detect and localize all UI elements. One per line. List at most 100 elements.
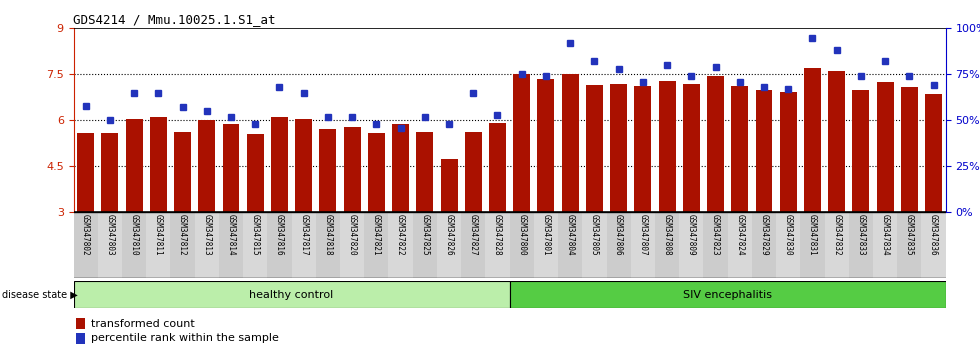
Bar (562, 74, 578, 212)
Text: GSM347830: GSM347830 (784, 215, 793, 256)
Text: GSM347818: GSM347818 (323, 215, 332, 256)
Bar (631, 212, 655, 278)
Bar (801, 212, 824, 278)
Bar (195, 212, 219, 278)
Bar (611, 84, 627, 212)
Bar (146, 212, 171, 278)
Bar (877, 82, 894, 212)
Text: GSM347815: GSM347815 (251, 215, 260, 256)
Text: GSM347833: GSM347833 (857, 215, 865, 256)
Bar (388, 212, 413, 278)
Bar (873, 212, 898, 278)
Bar (489, 124, 506, 212)
Bar (824, 212, 849, 278)
Bar (804, 68, 821, 212)
Text: GSM347804: GSM347804 (565, 215, 574, 256)
Text: GSM347811: GSM347811 (154, 215, 163, 256)
Bar (659, 81, 675, 212)
Bar (776, 212, 801, 278)
Text: GDS4214 / Mmu.10025.1.S1_at: GDS4214 / Mmu.10025.1.S1_at (73, 13, 275, 26)
Bar (853, 90, 869, 212)
Bar (704, 212, 727, 278)
Text: GSM347820: GSM347820 (348, 215, 357, 256)
Bar (441, 159, 458, 212)
Text: GSM347816: GSM347816 (275, 215, 284, 256)
Bar (340, 212, 365, 278)
Text: GSM347829: GSM347829 (760, 215, 768, 256)
Bar (534, 212, 558, 278)
Bar (174, 132, 191, 212)
Bar (582, 212, 607, 278)
Bar (319, 129, 336, 212)
Bar (125, 119, 142, 212)
Text: GSM347809: GSM347809 (687, 215, 696, 256)
Text: GSM347822: GSM347822 (396, 215, 405, 256)
Text: GSM347801: GSM347801 (541, 215, 551, 256)
Bar (655, 212, 679, 278)
Bar (485, 212, 510, 278)
Text: GSM347835: GSM347835 (905, 215, 914, 256)
Text: GSM347831: GSM347831 (808, 215, 817, 256)
Text: GSM347826: GSM347826 (445, 215, 454, 256)
Text: GSM347806: GSM347806 (614, 215, 623, 256)
Bar (171, 212, 195, 278)
Bar (849, 212, 873, 278)
Text: GSM347807: GSM347807 (638, 215, 648, 256)
Bar (101, 133, 119, 212)
Bar (222, 124, 239, 212)
Text: GSM347821: GSM347821 (371, 215, 381, 256)
Bar (707, 76, 724, 212)
Text: GSM347823: GSM347823 (711, 215, 720, 256)
FancyBboxPatch shape (510, 281, 946, 308)
Bar (727, 212, 752, 278)
Bar (921, 212, 946, 278)
Text: GSM347800: GSM347800 (517, 215, 526, 256)
Text: GSM347802: GSM347802 (81, 215, 90, 256)
Bar (679, 212, 704, 278)
Bar (828, 71, 845, 212)
Text: GSM347803: GSM347803 (105, 215, 115, 256)
Bar (514, 74, 530, 212)
Bar (558, 212, 582, 278)
Bar (437, 212, 462, 278)
Text: SIV encephalitis: SIV encephalitis (683, 290, 772, 300)
Text: GSM347817: GSM347817 (299, 215, 308, 256)
Bar (901, 87, 918, 212)
Bar (537, 79, 555, 212)
Text: GSM347810: GSM347810 (129, 215, 138, 256)
Text: GSM347805: GSM347805 (590, 215, 599, 256)
Text: GSM347832: GSM347832 (832, 215, 841, 256)
Bar (316, 212, 340, 278)
Text: transformed count: transformed count (90, 319, 194, 329)
Bar (731, 86, 749, 212)
Bar (76, 318, 84, 329)
Bar (416, 132, 433, 212)
Bar (344, 127, 361, 212)
Bar (198, 120, 216, 212)
Bar (683, 84, 700, 212)
Bar (607, 212, 631, 278)
Bar (413, 212, 437, 278)
Bar (365, 212, 388, 278)
Text: GSM347824: GSM347824 (735, 215, 744, 256)
Bar (74, 212, 98, 278)
Bar (510, 212, 534, 278)
Bar (780, 92, 797, 212)
Bar (243, 212, 268, 278)
Bar (462, 212, 485, 278)
Bar (270, 117, 288, 212)
Bar (925, 94, 942, 212)
Bar (368, 133, 385, 212)
Bar (77, 133, 94, 212)
Bar (219, 212, 243, 278)
Bar (752, 212, 776, 278)
Bar (392, 124, 409, 212)
Text: GSM347813: GSM347813 (202, 215, 212, 256)
Bar (268, 212, 292, 278)
Bar (76, 333, 84, 344)
FancyBboxPatch shape (74, 281, 510, 308)
Bar (586, 85, 603, 212)
Bar (295, 119, 313, 212)
Text: percentile rank within the sample: percentile rank within the sample (90, 333, 278, 343)
Text: GSM347812: GSM347812 (178, 215, 187, 256)
